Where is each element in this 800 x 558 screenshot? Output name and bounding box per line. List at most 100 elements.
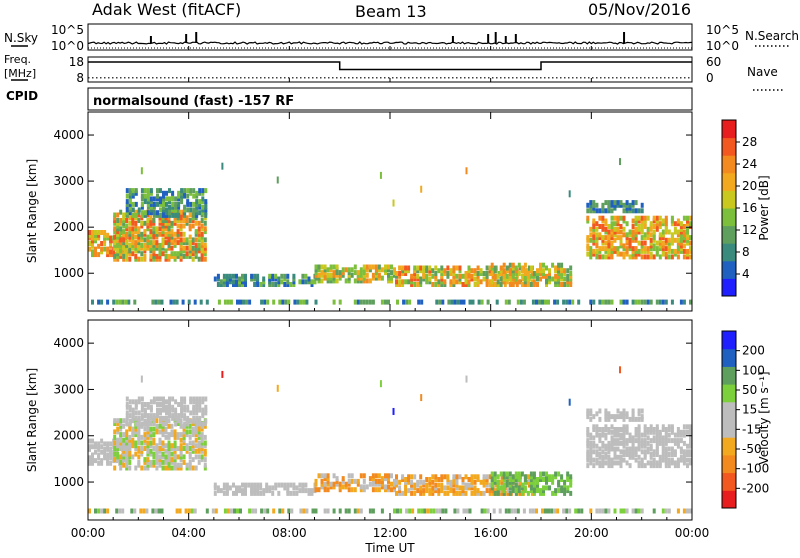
nave-label: Nave (747, 65, 778, 79)
velocity-cell (103, 508, 107, 514)
velocity-cell (595, 449, 599, 455)
power-cell (140, 201, 144, 207)
power-cell (179, 251, 183, 257)
power-cell (610, 251, 614, 257)
power-cell (592, 235, 596, 241)
velocity-cell (167, 454, 171, 460)
velocity-cell (505, 471, 509, 477)
power-cell (652, 237, 656, 243)
velocity-cell (298, 482, 302, 488)
velocity-cell (180, 396, 184, 402)
velocity-cell (449, 488, 453, 494)
power-cell (329, 275, 333, 281)
velocity-cell (203, 465, 207, 471)
velocity-cell (649, 438, 653, 444)
power-cell (323, 270, 327, 276)
power-cell (173, 220, 177, 226)
velocity-cell (502, 482, 506, 488)
power-cell (655, 240, 659, 246)
velocity-cell (404, 488, 408, 494)
power-cell (161, 223, 165, 229)
power-cell (194, 245, 198, 251)
velocity-cell (152, 418, 156, 424)
power-cell (377, 275, 381, 281)
power-cell (241, 273, 244, 279)
velocity-cell (134, 443, 138, 449)
power-cell (622, 243, 626, 249)
power-cell (526, 279, 530, 285)
velocity-cell (554, 471, 558, 477)
power-cell (161, 240, 165, 246)
power-cell (103, 241, 107, 246)
power-cell (473, 271, 477, 276)
power-cell (195, 212, 199, 218)
power-cell (490, 265, 494, 271)
power-cell (128, 248, 132, 254)
power-cell (598, 246, 602, 252)
power-cell (146, 193, 150, 199)
velocity-cell (356, 481, 360, 487)
velocity-cell (482, 477, 486, 482)
velocity-cell (440, 477, 444, 482)
power-cell (162, 199, 165, 205)
velocity-cell (314, 508, 318, 514)
power-cell (118, 299, 122, 305)
power-cell (320, 278, 324, 284)
velocity-cell (165, 407, 168, 413)
velocity-cell (143, 440, 147, 446)
power-cell (661, 243, 665, 249)
velocity-cell (520, 471, 524, 477)
velocity-cell (676, 460, 680, 466)
velocity-cell (422, 479, 426, 485)
power-cell (511, 265, 515, 271)
velocity-cell (137, 459, 141, 465)
velocity-cell (88, 460, 91, 466)
velocity-cell (622, 427, 626, 432)
velocity-cell (152, 426, 156, 432)
power-cell (407, 268, 411, 274)
velocity-cell (250, 482, 254, 488)
power-cell (146, 242, 150, 248)
velocity-cell (589, 432, 593, 438)
power-cell (203, 242, 207, 248)
velocity-cell (610, 443, 614, 449)
velocity-cell (607, 508, 611, 514)
velocity-cell (274, 482, 278, 488)
power-cell (485, 271, 489, 276)
velocity-cell (649, 427, 653, 432)
velocity-cell (407, 488, 411, 494)
velocity-cell (164, 454, 168, 460)
velocity-cell (100, 449, 104, 455)
velocity-cell (152, 415, 156, 421)
velocity-cell (443, 490, 447, 496)
velocity-cell (566, 485, 570, 491)
power-cell (515, 282, 519, 287)
power-cell (176, 229, 180, 235)
power-cell (131, 234, 135, 240)
power-cell (238, 282, 241, 287)
power-cell (557, 273, 561, 279)
velocity-cell (314, 487, 318, 493)
power-cell (625, 200, 629, 206)
velocity-cell (116, 443, 120, 449)
velocity-cell (298, 488, 302, 494)
velocity-cell (646, 429, 650, 435)
velocity-cell (508, 477, 512, 482)
power-cell (601, 202, 605, 208)
velocity-cell (631, 449, 635, 455)
power-cell (203, 226, 207, 232)
power-cell (314, 275, 318, 281)
power-cell (159, 201, 162, 207)
power-cell (128, 256, 132, 262)
velocity-cell (643, 427, 647, 432)
velocity-cell (194, 432, 198, 438)
velocity-cell (371, 481, 375, 487)
velocity-cell (670, 449, 674, 455)
power-cell (133, 299, 137, 305)
velocity-cell (667, 463, 671, 469)
power-cell (592, 299, 596, 305)
power-cell (422, 273, 426, 279)
power-cell (640, 246, 644, 252)
power-cell (332, 275, 336, 281)
